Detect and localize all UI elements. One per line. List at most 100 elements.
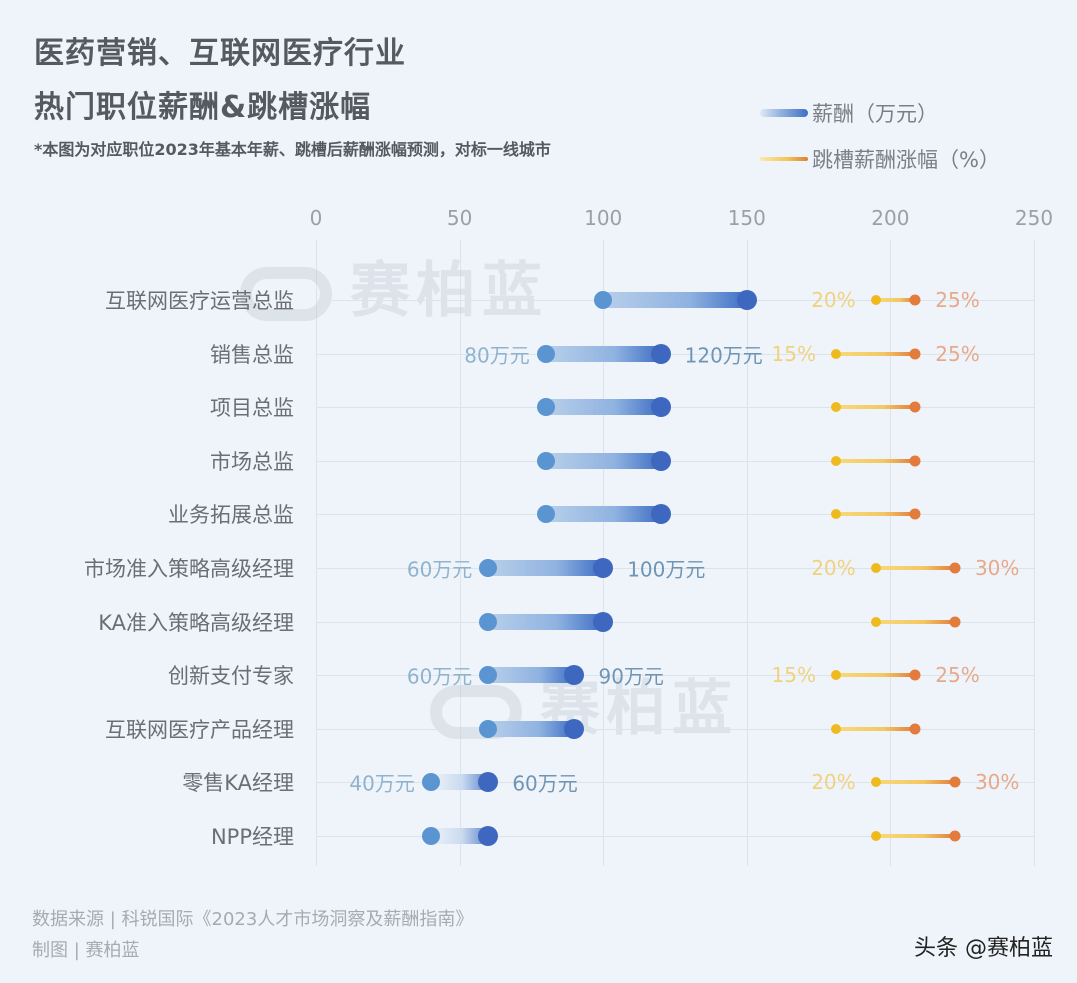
salary-range-bar xyxy=(545,345,661,362)
raise-high-dot xyxy=(949,562,961,574)
salary-low-dot xyxy=(421,827,440,845)
salary-high-dot xyxy=(478,772,499,793)
salary-low-dot xyxy=(479,719,498,738)
raise-high-dot xyxy=(909,508,921,520)
row-label: KA准入策略高级经理 xyxy=(98,610,294,635)
watermark: 赛柏蓝 xyxy=(240,242,548,329)
salary-low-label: 80万元 xyxy=(464,343,530,368)
raise-high-label: 30% xyxy=(974,556,1020,580)
salary-high-dot xyxy=(564,665,585,686)
raise-low-label: 15% xyxy=(771,663,816,688)
raise-range-line xyxy=(836,405,916,410)
raise-high-dot xyxy=(949,830,961,842)
row-label: 业务拓展总监 xyxy=(168,503,294,528)
salary-low-dot xyxy=(536,344,555,363)
salary-low-dot xyxy=(536,398,555,417)
salary-high-label: 120万元 xyxy=(684,343,763,368)
raise-high-label: 25% xyxy=(935,663,980,688)
raise-high-dot xyxy=(949,616,961,628)
vertical-gridline xyxy=(890,240,892,866)
salary-low-dot xyxy=(536,505,555,524)
salary-range-bar xyxy=(430,774,489,791)
raise-low-dot xyxy=(831,670,841,681)
raise-low-label: 20% xyxy=(811,288,856,312)
legend: 薪酬（万元） 跳槽薪酬涨幅（%） xyxy=(760,90,1000,182)
raise-low-dot xyxy=(831,402,841,413)
salary-low-dot xyxy=(536,451,555,470)
row-label: 市场准入策略高级经理 xyxy=(84,557,294,581)
raise-range-line xyxy=(875,834,955,838)
axis-tick-label: 150 xyxy=(727,206,766,230)
chart-credit: 制图 | 赛柏蓝 xyxy=(32,940,140,961)
legend-item-raise: 跳槽薪酬涨幅（%） xyxy=(760,136,1000,182)
raise-range-line xyxy=(875,619,955,624)
salary-high-label: 60万元 xyxy=(512,771,578,796)
salary-high-label: 90万元 xyxy=(598,664,664,689)
watermark: 赛柏蓝 xyxy=(430,660,738,747)
raise-range-line xyxy=(875,566,955,570)
raise-high-dot xyxy=(909,401,921,413)
chart-title-line2: 热门职位薪酬&跳槽涨幅 xyxy=(34,90,372,125)
axis-tick-label: 250 xyxy=(1014,206,1054,230)
vertical-gridline xyxy=(603,240,605,866)
salary-high-dot xyxy=(650,504,671,525)
salary-high-dot xyxy=(593,611,614,632)
salary-low-label: 40万元 xyxy=(349,771,415,796)
horizontal-gridline xyxy=(316,621,1034,623)
salary-high-dot xyxy=(736,290,757,310)
row-label: 项目总监 xyxy=(210,396,294,421)
raise-high-label: 30% xyxy=(974,770,1020,795)
salary-range-bar xyxy=(545,452,661,469)
raise-low-dot xyxy=(831,723,841,734)
salary-range-bar xyxy=(545,506,661,523)
axis-tick-label: 50 xyxy=(446,206,473,230)
salary-range-bar xyxy=(488,613,604,630)
raise-range-line xyxy=(836,351,916,356)
raise-high-dot xyxy=(909,294,921,306)
row-label: 互联网医疗产品经理 xyxy=(105,717,294,742)
salary-high-label: 100万元 xyxy=(627,557,706,582)
raise-low-dot xyxy=(870,831,881,841)
data-source: 数据来源 | 科锐国际《2023人才市场洞察及薪酬指南》 xyxy=(32,909,474,930)
raise-range-line xyxy=(836,458,916,463)
horizontal-gridline xyxy=(316,353,1034,355)
raise-range-line xyxy=(875,298,916,302)
axis-tick-label: 0 xyxy=(309,206,323,230)
salary-range-bar xyxy=(488,560,604,576)
raise-high-dot xyxy=(909,348,921,360)
horizontal-gridline xyxy=(316,728,1034,730)
salary-low-dot xyxy=(479,559,498,577)
salary-high-dot xyxy=(650,343,671,364)
raise-low-dot xyxy=(870,616,881,627)
raise-low-label: 20% xyxy=(811,556,856,580)
salary-high-dot xyxy=(564,718,585,739)
row-label: 市场总监 xyxy=(210,449,294,474)
raise-low-dot xyxy=(831,509,841,520)
chart-title-line1: 医药营销、互联网医疗行业 xyxy=(34,36,406,71)
salary-high-dot xyxy=(478,826,499,846)
salary-low-dot xyxy=(479,612,498,631)
raise-low-dot xyxy=(831,455,841,466)
raise-low-label: 20% xyxy=(811,770,856,795)
raise-high-dot xyxy=(949,776,961,788)
horizontal-gridline xyxy=(316,514,1034,516)
salary-range-bar xyxy=(430,828,489,844)
raise-low-dot xyxy=(831,348,841,359)
salary-low-dot xyxy=(421,773,440,792)
row-label: 零售KA经理 xyxy=(182,771,294,796)
salary-low-label: 60万元 xyxy=(406,557,473,582)
vertical-gridline xyxy=(459,240,461,866)
raise-line-swatch-icon xyxy=(760,157,808,161)
raise-low-label: 15% xyxy=(771,341,816,366)
raise-low-dot xyxy=(870,563,881,573)
raise-low-dot xyxy=(870,777,881,788)
raise-high-label: 25% xyxy=(935,288,980,312)
salary-line-swatch-icon xyxy=(760,109,808,117)
vertical-gridline xyxy=(1034,240,1035,866)
raise-high-label: 25% xyxy=(935,341,980,366)
raise-range-line xyxy=(836,512,916,517)
horizontal-gridline xyxy=(316,568,1034,569)
salary-high-dot xyxy=(650,450,671,471)
horizontal-gridline xyxy=(316,782,1034,784)
raise-range-line xyxy=(836,673,916,678)
